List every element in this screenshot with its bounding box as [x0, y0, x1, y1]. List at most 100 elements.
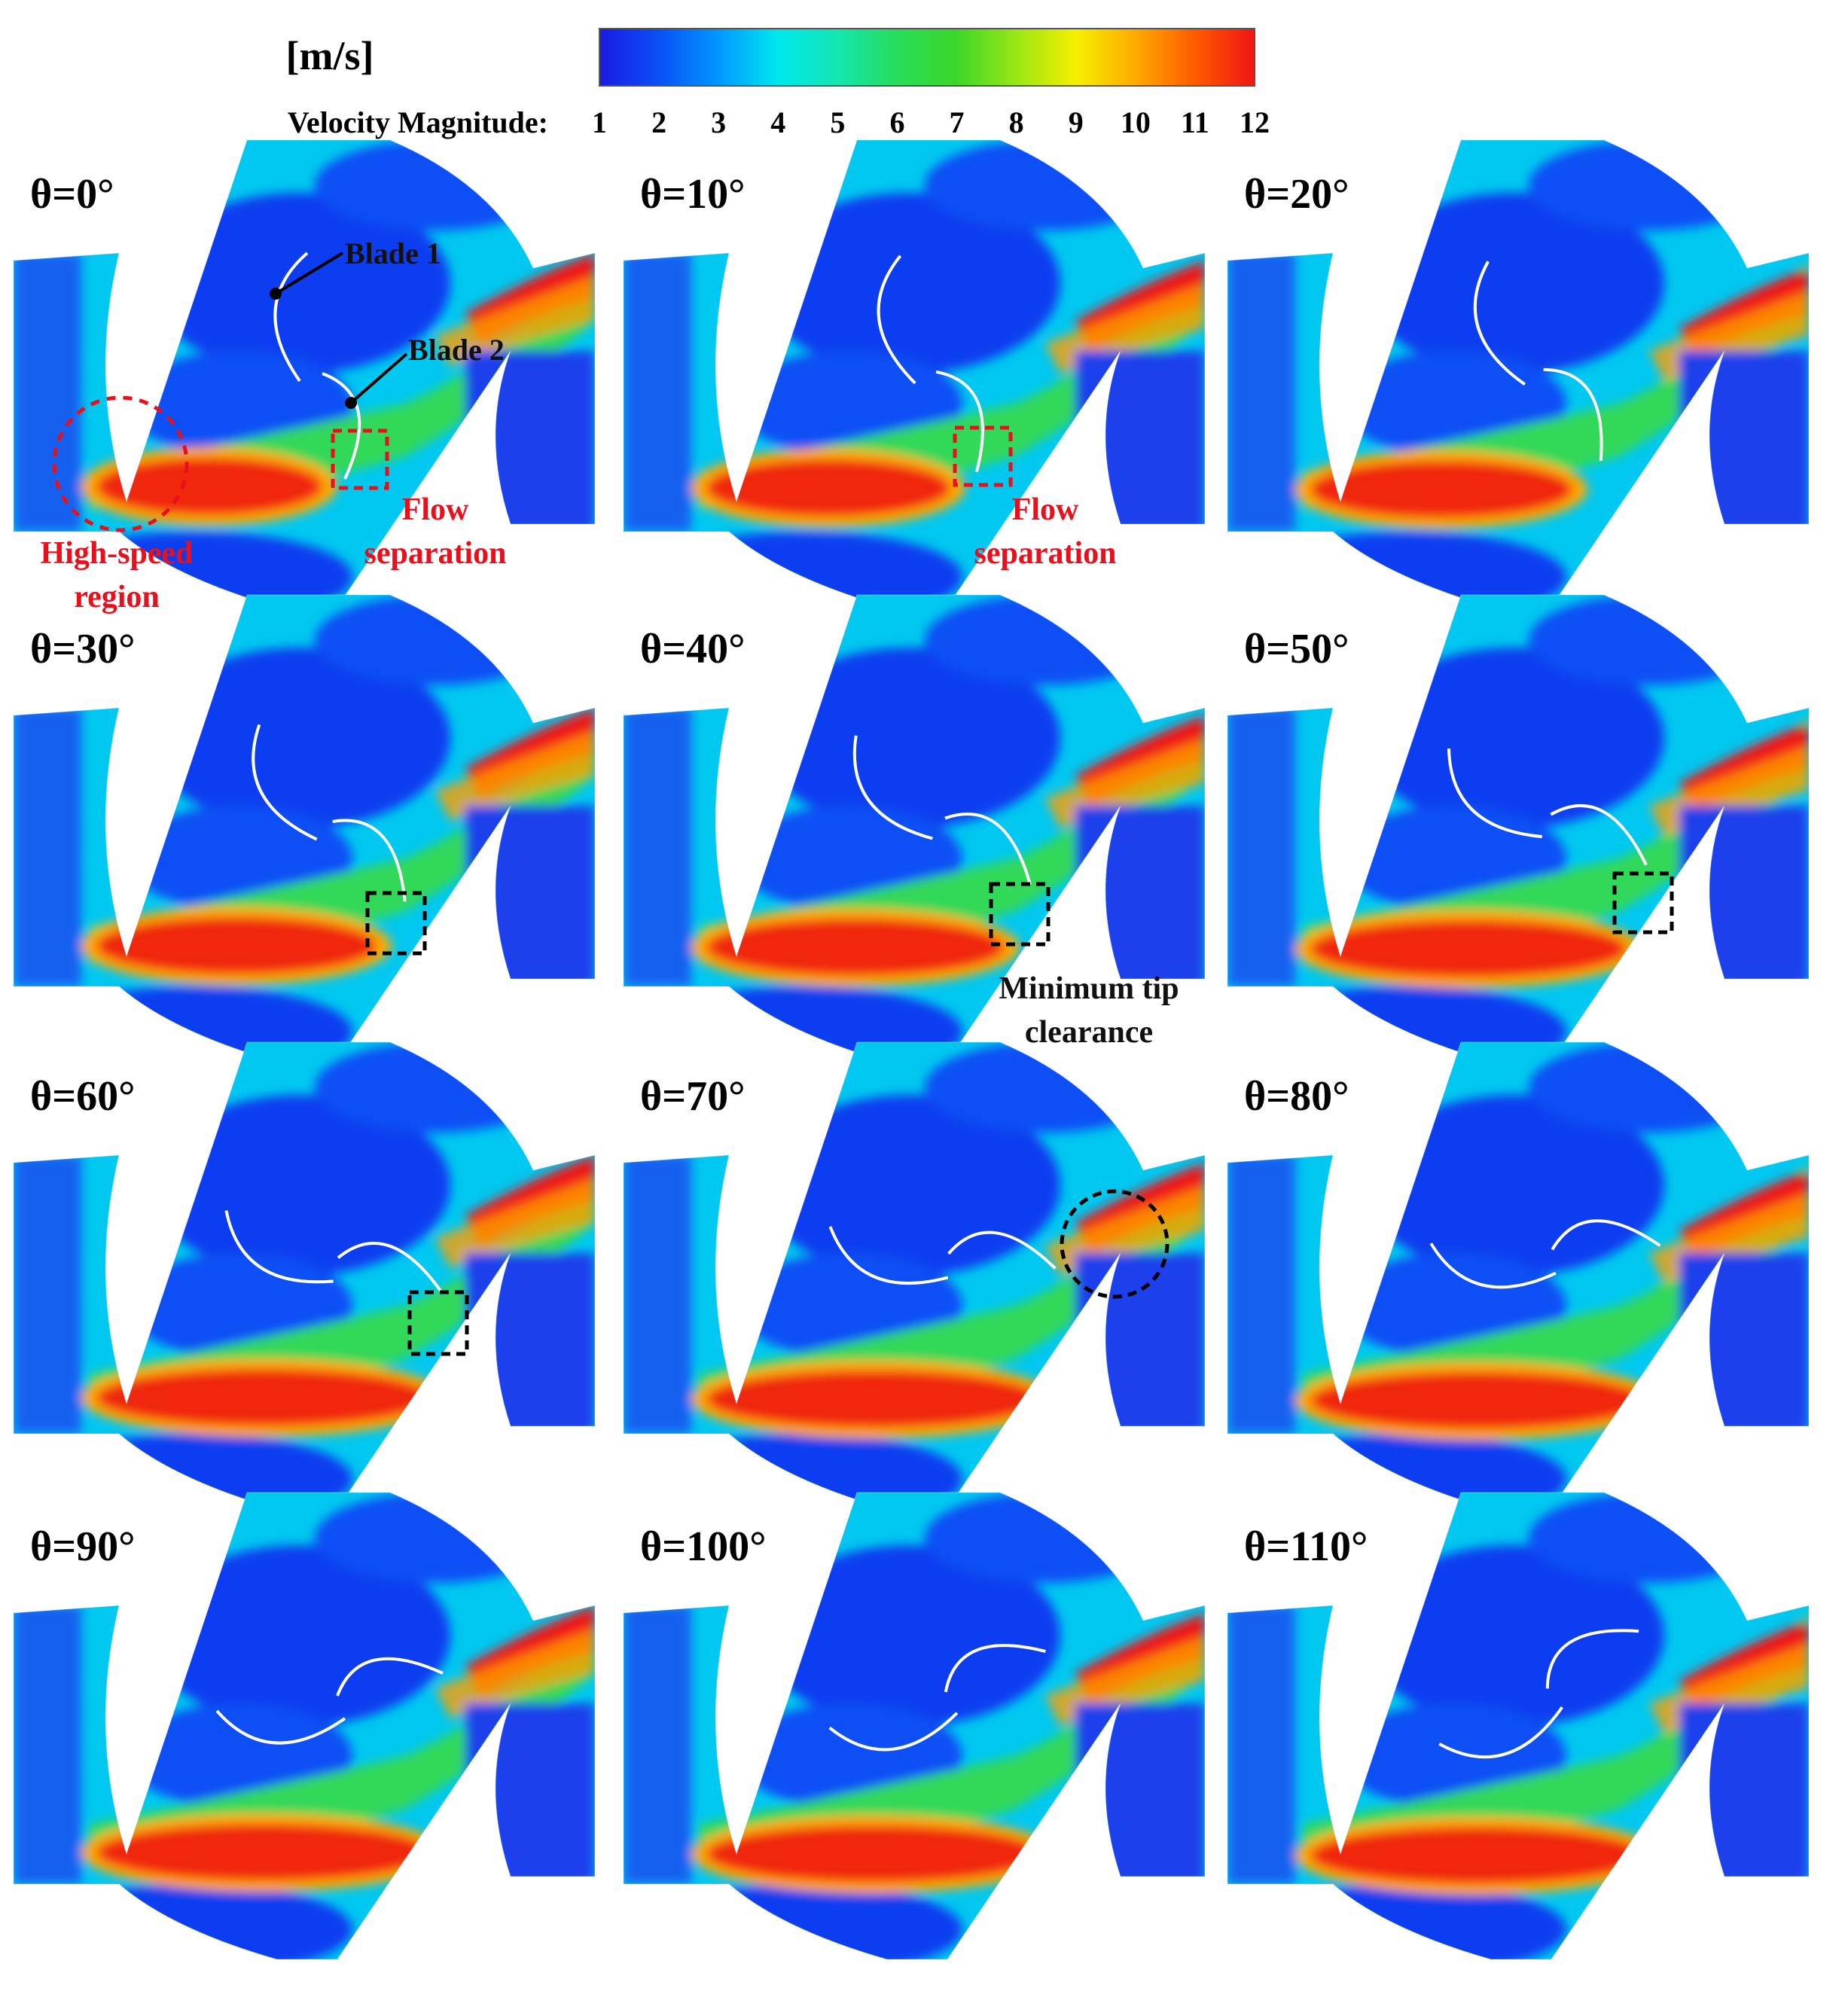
contour-panel: θ=30°: [13, 594, 596, 1063]
low-speed-zone: [36, 1884, 352, 1959]
inlet-wall-region: [624, 1155, 691, 1434]
rotor: [1473, 261, 1603, 462]
colorbar-tick-label: 4: [770, 105, 785, 139]
flow-separation-label-10-line1: Flow: [1012, 492, 1079, 527]
high-speed-core: [96, 917, 377, 974]
outlet-wall-region: [1075, 1253, 1205, 1434]
housing-outline: [13, 594, 596, 1063]
contour-panel: θ=80°: [1227, 1041, 1810, 1510]
blade-1: [1447, 749, 1542, 839]
contour-panel: θ=50°: [1227, 594, 1810, 1063]
panel-angle-label: θ=0°: [30, 171, 114, 218]
panel-angle-label: θ=80°: [1244, 1073, 1349, 1120]
panel-angle-label: θ=60°: [30, 1073, 136, 1120]
low-speed-zone: [925, 1492, 1166, 1583]
housing-outline: [1227, 1492, 1810, 1960]
colorbar-tick-label: 8: [1009, 105, 1024, 139]
contour-panel: θ=70°: [623, 1041, 1206, 1510]
blade-2: [1545, 1629, 1639, 1689]
blade-2: [947, 1230, 1057, 1270]
colorbar-tick-labels: 1 2 3 4 5 6 7 8 9 10 11 12: [592, 105, 1270, 139]
low-speed-zone: [149, 193, 450, 374]
inlet-wall-region: [1227, 253, 1295, 532]
rotor: [215, 1657, 444, 1745]
colorbar-tick-label: 2: [651, 105, 666, 139]
colorbar-tick-label: 10: [1121, 105, 1151, 139]
medium-speed-band: [699, 261, 1205, 509]
outlet-jet-fringe: [435, 1178, 595, 1268]
low-speed-zone: [149, 648, 450, 828]
blade1-label: Blade 1: [345, 236, 441, 270]
blade1-leader-line: [274, 252, 344, 295]
low-speed-zone: [1363, 1095, 1664, 1276]
low-speed-zone: [925, 140, 1166, 230]
blade-1: [1429, 1242, 1557, 1289]
high-speed-region-marker: [52, 395, 189, 532]
medium-speed-band: [1303, 261, 1809, 509]
blade-1: [224, 1210, 334, 1284]
contour-panel: θ=100°: [623, 1492, 1206, 1960]
contour-panel-grid: θ=0° θ=10° θ=20° θ=30° θ=40° θ=50° θ=60° θ=70° θ…: [13, 139, 1810, 1960]
low-speed-zone: [759, 648, 1060, 828]
annotations: Blade 1 Blade 2 High-speed region Flow s…: [40, 236, 1674, 1356]
medium-speed-band: [89, 715, 595, 964]
tip-clearance-box-40: [989, 882, 1051, 947]
blade-1: [828, 1712, 959, 1752]
medium-speed-band: [89, 1163, 595, 1411]
inlet-wall-region: [624, 1605, 691, 1884]
tip-clearance-box-30: [365, 891, 427, 956]
panel-angle-label: θ=70°: [640, 1073, 746, 1120]
inlet-wall-region: [1227, 1605, 1295, 1884]
high-speed-core: [1310, 1827, 1645, 1884]
outlet-wall-region: [1679, 806, 1809, 986]
contour-panel: θ=110°: [1227, 1492, 1810, 1960]
blade-1: [215, 1709, 346, 1745]
contour-panel: θ=0°: [13, 139, 596, 608]
colorbar-tick-label: 1: [592, 105, 607, 139]
colorbar-label: Velocity Magnitude:: [288, 105, 548, 139]
blade-1: [1438, 1706, 1564, 1759]
high-speed-core: [96, 458, 322, 515]
high-speed-core: [96, 1369, 431, 1426]
blade-2: [336, 1657, 444, 1697]
blade-2: [944, 813, 1032, 886]
rotor: [877, 255, 984, 472]
low-speed-zone: [759, 1545, 1060, 1726]
colorbar-tick-label: 6: [889, 105, 904, 139]
high-speed-core: [96, 1824, 431, 1881]
medium-speed-band: [1303, 1163, 1809, 1411]
blade-2: [337, 1242, 442, 1292]
flow-separation-label-0-line1: Flow: [402, 492, 469, 527]
high-speed-core: [706, 919, 1005, 976]
low-speed-zone: [1529, 595, 1770, 685]
flow-separation-label-0-line2: separation: [364, 536, 507, 571]
high-speed-label-line2: region: [74, 580, 160, 614]
medium-speed-band: [89, 261, 595, 509]
blade-2: [1543, 367, 1603, 462]
contour-panel: θ=60°: [13, 1041, 596, 1510]
low-speed-zone: [1363, 1545, 1664, 1726]
tip-clearance-circle-70: [1060, 1189, 1169, 1299]
housing-outline: [623, 1492, 1206, 1960]
outlet-wall-region: [1679, 1703, 1809, 1884]
outlet-wall-region: [1679, 1253, 1809, 1434]
rotor: [1447, 749, 1648, 866]
housing-outline: [13, 1492, 596, 1960]
rotor: [1429, 1219, 1661, 1289]
blade2-label: Blade 2: [408, 333, 505, 367]
outlet-wall-region: [465, 351, 595, 532]
contour-panel: θ=20°: [1227, 139, 1810, 608]
housing-outline: [623, 139, 1206, 608]
outlet-jet-fringe: [435, 1628, 595, 1718]
inlet-wall-region: [14, 1155, 81, 1434]
blade-2: [1551, 1219, 1661, 1251]
housing-outline: [13, 1041, 596, 1510]
outlet-wall-region: [1075, 1703, 1205, 1884]
medium-speed-band: [699, 1163, 1205, 1411]
medium-speed-band: [1303, 1613, 1809, 1861]
blade-1: [877, 255, 916, 385]
outlet-wall-region: [1679, 351, 1809, 532]
medium-speed-band: [699, 715, 1205, 964]
low-speed-zone: [1363, 193, 1664, 374]
